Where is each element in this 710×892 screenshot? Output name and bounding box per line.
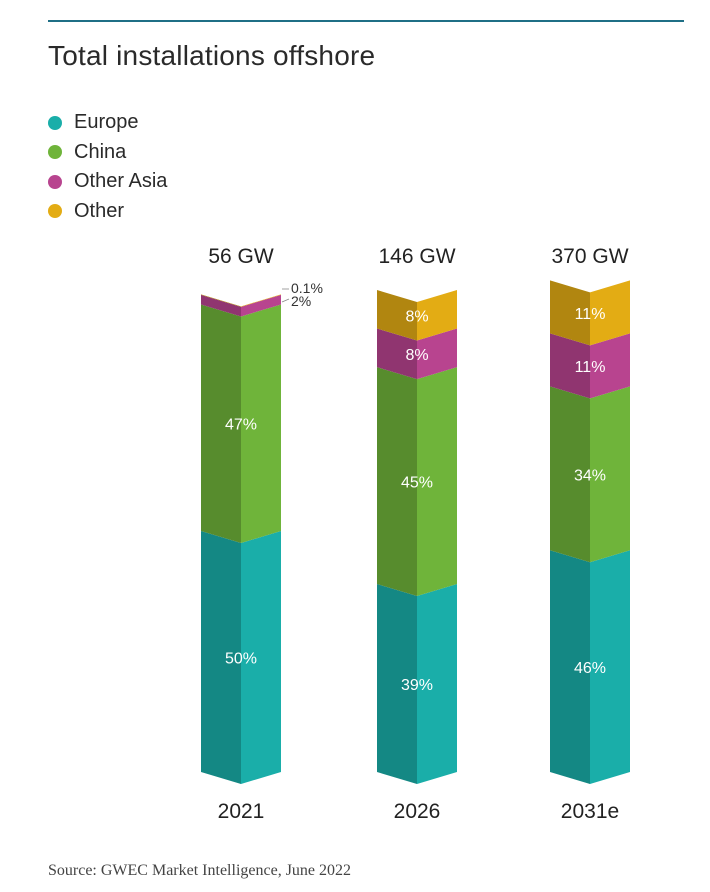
data-label-2031e-europe: 46% bbox=[574, 660, 606, 677]
bar-2031e-europe-right bbox=[590, 550, 630, 784]
category-label-2021: 2021 bbox=[218, 800, 265, 823]
legend-label-europe: Europe bbox=[74, 111, 139, 134]
bar-2031e-other-asia-right bbox=[590, 333, 630, 399]
bar-2026-other-left bbox=[377, 290, 417, 341]
bar-2031e-other-left bbox=[550, 280, 590, 346]
bar-2026-other-right bbox=[417, 290, 457, 341]
total-label-2021: 56 GW bbox=[208, 245, 274, 268]
legend-label-china: China bbox=[74, 140, 127, 163]
data-label-2031e-other: 11% bbox=[575, 306, 606, 323]
bar-2021-other-right bbox=[241, 294, 281, 307]
bar-2031e-europe-left bbox=[550, 550, 590, 784]
legend-item-other-asia: Other Asia bbox=[48, 167, 167, 197]
bar-2026-europe-left bbox=[377, 584, 417, 784]
bar-2021-europe-left bbox=[201, 531, 241, 784]
category-label-2026: 2026 bbox=[394, 800, 441, 823]
legend-swatch-other bbox=[48, 204, 62, 219]
bar-2031e-other-right bbox=[590, 280, 630, 346]
data-label-2026-china: 45% bbox=[401, 475, 433, 492]
legend-swatch-china bbox=[48, 145, 62, 160]
bar-2026-other-asia-right bbox=[417, 328, 457, 380]
data-label-2021-china: 47% bbox=[225, 417, 257, 434]
data-label-2021-other: 0.1% bbox=[291, 280, 323, 296]
legend-label-other-asia: Other Asia bbox=[74, 170, 168, 193]
data-label-2021-other-asia: 2% bbox=[291, 293, 311, 309]
bar-2026-china-left bbox=[377, 367, 417, 597]
bar-2021-europe-right bbox=[241, 531, 281, 784]
bar-2021-china-left bbox=[201, 304, 241, 543]
legend-swatch-europe bbox=[48, 115, 62, 130]
bar-2026-europe-right bbox=[417, 584, 457, 784]
callout-line-2021-other-asia bbox=[281, 298, 290, 303]
data-label-2026-europe: 39% bbox=[401, 677, 433, 694]
legend-label-other: Other bbox=[74, 199, 125, 222]
category-label-2031e: 2031e bbox=[561, 800, 619, 823]
bar-2021-other-left bbox=[201, 294, 241, 307]
legend-item-china: China bbox=[48, 138, 167, 168]
data-label-2031e-china: 34% bbox=[574, 467, 606, 484]
bar-2021-china-right bbox=[241, 304, 281, 543]
top-rule bbox=[48, 20, 684, 22]
data-label-2031e-other-asia: 11% bbox=[575, 359, 606, 376]
bar-2031e-other-asia-left bbox=[550, 333, 590, 399]
total-label-2026: 146 GW bbox=[378, 245, 455, 268]
total-label-2031e: 370 GW bbox=[551, 245, 628, 268]
data-label-2026-other: 8% bbox=[405, 308, 428, 325]
legend-item-europe: Europe bbox=[48, 108, 167, 138]
source-note: Source: GWEC Market Intelligence, June 2… bbox=[48, 862, 352, 879]
legend-swatch-other-asia bbox=[48, 174, 62, 189]
data-label-2021-europe: 50% bbox=[225, 651, 257, 668]
bar-2026-china-right bbox=[417, 367, 457, 597]
bar-2031e-china-left bbox=[550, 386, 590, 563]
bar-2026-other-asia-left bbox=[377, 328, 417, 380]
bar-2031e-china-right bbox=[590, 386, 630, 563]
bar-2021-other-asia-left bbox=[201, 294, 241, 317]
legend: Europe China Other Asia Other bbox=[48, 108, 167, 226]
bar-2021-other-asia-right bbox=[241, 294, 281, 317]
data-label-2026-other-asia: 8% bbox=[405, 347, 428, 364]
legend-item-other: Other bbox=[48, 197, 167, 227]
chart-title: Total installations offshore bbox=[48, 40, 376, 71]
